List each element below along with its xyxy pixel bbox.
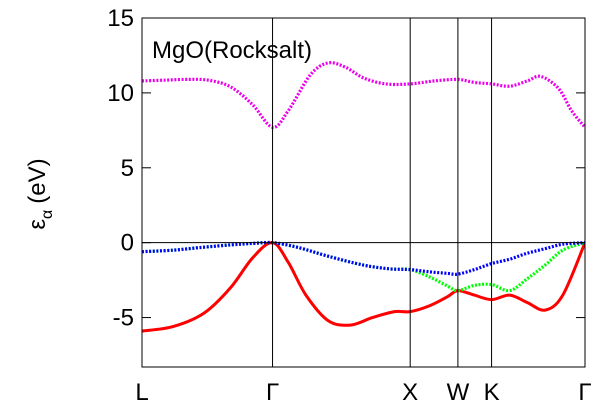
y-axis-label-symbol: ε [24,219,51,230]
kpoint-label: K [484,379,500,406]
kpoint-label: Γ [266,379,279,406]
kpoint-label: X [402,379,418,406]
kpoint-label: L [135,379,148,406]
band-line-1 [142,241,585,333]
y-axis-label: εα (eV) [24,158,56,229]
ytick-label: 15 [107,5,134,32]
ytick-label: 5 [121,155,134,182]
kpoint-label: W [447,379,470,406]
y-axis-label-subscript: α [39,210,56,219]
y-axis: 15 10 5 0 -5 [107,5,585,332]
chart-title: MgO(Rocksalt) [152,37,312,64]
plot-frame [141,17,586,368]
band-line-3 [142,240,585,276]
kpoint-label: Γ [578,379,591,406]
ytick-label: 10 [107,80,134,107]
series-layer [142,61,585,333]
ytick-label: -5 [113,305,134,332]
ytick-label: 0 [121,230,134,257]
band-line-4 [142,61,585,129]
plot-border [141,17,586,368]
y-axis-label-unit: (eV) [24,158,51,203]
